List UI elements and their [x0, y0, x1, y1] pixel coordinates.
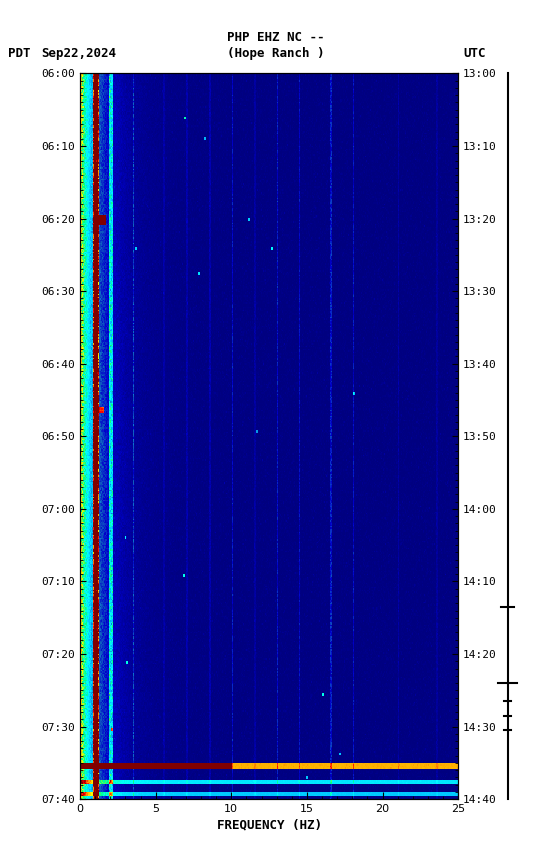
X-axis label: FREQUENCY (HZ): FREQUENCY (HZ)	[216, 818, 322, 831]
Text: PDT: PDT	[8, 47, 31, 60]
Text: PHP EHZ NC --: PHP EHZ NC --	[227, 31, 325, 44]
Text: UTC: UTC	[464, 47, 486, 60]
Text: Sep22,2024: Sep22,2024	[41, 47, 116, 60]
Text: (Hope Ranch ): (Hope Ranch )	[227, 47, 325, 60]
